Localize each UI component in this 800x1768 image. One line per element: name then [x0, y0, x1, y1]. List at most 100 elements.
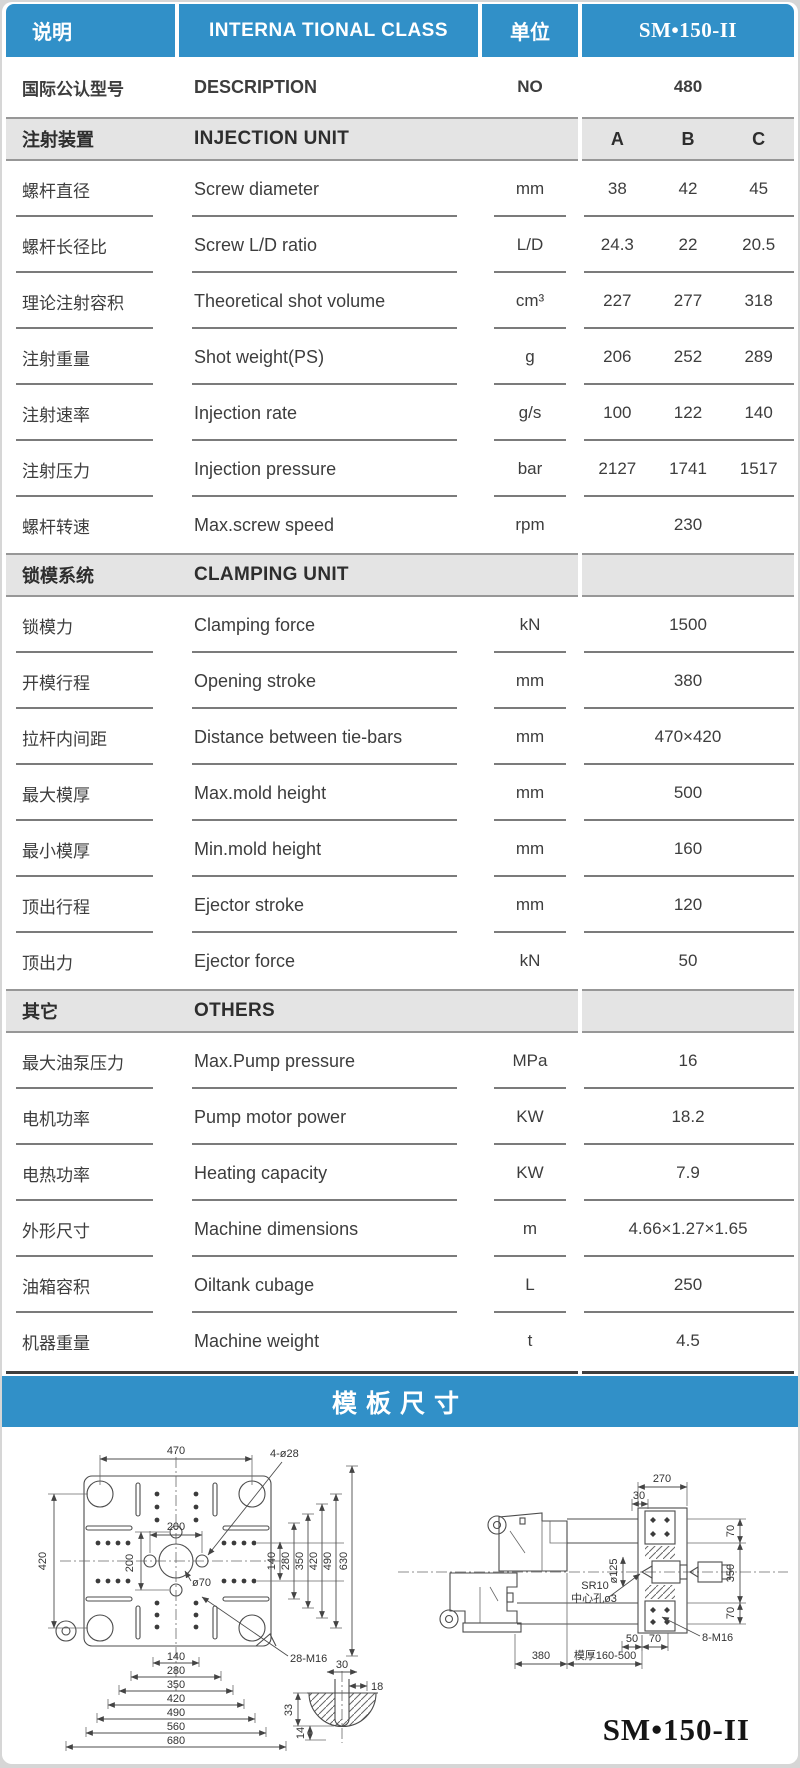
- row-underline: [584, 439, 794, 441]
- spec-unit-text: MPa: [512, 1051, 548, 1070]
- row-underline: [494, 875, 566, 877]
- spec-label-en: Distance between tie-bars: [179, 709, 478, 765]
- row-underline: [494, 931, 566, 933]
- spec-label-cn: 外形尺寸: [6, 1201, 175, 1257]
- spec-values: 38 42 45: [582, 161, 794, 217]
- spec-values: 24.3 22 20.5: [582, 217, 794, 273]
- spec-label-en: Machine dimensions: [179, 1201, 478, 1257]
- row-underline: [16, 1199, 153, 1201]
- spec-value-triplet: 38 42 45: [582, 179, 794, 199]
- spec-unit: L: [482, 1257, 578, 1313]
- spec-unit: mm: [482, 877, 578, 933]
- row-underline: [584, 271, 794, 273]
- spec-label-en-text: Theoretical shot volume: [194, 290, 386, 311]
- row-underline: [584, 1311, 794, 1313]
- spec-label-en-text: Injection rate: [194, 402, 298, 423]
- spec-label-cn: 理论注射容积: [6, 273, 175, 329]
- spec-table-body: 注射装置 INJECTION UNIT A B C 螺杆直径 Screw diameter m…: [2, 117, 798, 1369]
- spec-label-cn: 注射压力: [6, 441, 175, 497]
- spec-value-triplet: 206 252 289: [582, 347, 794, 367]
- row-underline: [494, 1087, 566, 1089]
- spec-value: 1517: [739, 459, 778, 478]
- spec-unit: kN: [482, 597, 578, 653]
- right-dim-350: 350: [294, 1552, 306, 1570]
- row-underline: [584, 931, 794, 933]
- spec-label-en: Injection rate: [179, 385, 478, 441]
- section-band-left: 锁模系统 CLAMPING UNIT: [6, 553, 578, 597]
- corner-holes-label: 4-ø28: [270, 1448, 299, 1460]
- model-row-en-text: DESCRIPTION: [194, 76, 318, 97]
- spec-value-triplet: 227 277 318: [582, 291, 794, 311]
- section-band-left: 注射装置 INJECTION UNIT: [6, 117, 578, 161]
- spec-label-cn: 注射重量: [6, 329, 175, 385]
- spec-label-cn-text: 最大油泵压力: [22, 1053, 124, 1073]
- spec-value: 380: [673, 671, 703, 690]
- row-underline: [494, 819, 566, 821]
- spec-label-cn-text: 理论注射容积: [22, 293, 124, 313]
- spec-unit-text: mm: [515, 895, 545, 914]
- spec-label-cn: 油箱容积: [6, 1257, 175, 1313]
- spec-value: 18.2: [671, 1107, 705, 1126]
- bottom-divider: [6, 1371, 794, 1374]
- spec-label-en: Max.Pump pressure: [179, 1033, 478, 1089]
- row-underline: [494, 1255, 566, 1257]
- model-row-value-text: 480: [673, 77, 703, 96]
- header-col-description-cn: 说明: [6, 4, 175, 57]
- row-underline: [584, 651, 794, 653]
- section-title-cn: 其它: [22, 1002, 58, 1022]
- spec-unit: m: [482, 1201, 578, 1257]
- spec-values: 230: [582, 497, 794, 553]
- spec-unit: mm: [482, 161, 578, 217]
- counterbore-detail-view: 30 18 33 14: [283, 1659, 383, 1743]
- spec-label-en-text: Max.mold height: [194, 782, 327, 803]
- spec-value: 38: [607, 179, 627, 198]
- model-row-label-en: DESCRIPTION: [179, 57, 478, 117]
- dim-200-horizontal-label: 200: [167, 1521, 185, 1533]
- spec-label-en: Oiltank cubage: [179, 1257, 478, 1313]
- row-underline: [584, 1143, 794, 1145]
- right-dim-420: 420: [308, 1552, 320, 1570]
- header-col-international-class: INTERNA TIONAL CLASS: [179, 4, 478, 57]
- center-hole-note-label: 中心孔ø3: [571, 1592, 617, 1605]
- spec-values: 160: [582, 821, 794, 877]
- spec-unit-text: mm: [515, 839, 545, 858]
- spec-unit: rpm: [482, 497, 578, 553]
- spec-value: 2127: [598, 459, 637, 478]
- spec-label-en-text: Shot weight(PS): [194, 346, 325, 367]
- row-underline: [192, 495, 457, 497]
- section-band-right: [582, 553, 794, 597]
- spec-label-en: Screw diameter: [179, 161, 478, 217]
- spec-value: 277: [673, 291, 703, 310]
- spec-unit: KW: [482, 1145, 578, 1201]
- model-number-caption: SM•150-II: [602, 1712, 750, 1747]
- spec-row: 注射压力 Injection pressure bar 2127 1741 1517: [6, 441, 794, 497]
- spec-values: 50: [582, 933, 794, 989]
- spec-label-en-text: Screw L/D ratio: [194, 234, 318, 255]
- bottom-dim-490: 490: [167, 1707, 185, 1719]
- spec-row: 理论注射容积 Theoretical shot volume cm³ 227 277 31…: [6, 273, 794, 329]
- spec-unit: KW: [482, 1089, 578, 1145]
- spec-label-cn: 电热功率: [6, 1145, 175, 1201]
- side-thread-label: 8-M16: [702, 1632, 733, 1644]
- spec-values: 500: [582, 765, 794, 821]
- spec-label-cn: 螺杆转速: [6, 497, 175, 553]
- row-underline: [16, 1311, 153, 1313]
- section-title-en: CLAMPING UNIT: [194, 564, 349, 585]
- spec-value: 122: [673, 403, 703, 422]
- spec-row: 电机功率 Pump motor power KW 18.2: [6, 1089, 794, 1145]
- row-underline: [16, 1255, 153, 1257]
- spec-row: 注射速率 Injection rate g/s 100 122 140: [6, 385, 794, 441]
- spec-value: 45: [749, 179, 769, 198]
- spec-value: 230: [673, 515, 703, 534]
- spec-row: 锁模力 Clamping force kN 1500: [6, 597, 794, 653]
- row-underline: [584, 707, 794, 709]
- row-underline: [584, 383, 794, 385]
- spec-values: 120: [582, 877, 794, 933]
- spec-value: 500: [673, 783, 703, 802]
- spec-unit: bar: [482, 441, 578, 497]
- spec-value: 7.9: [676, 1163, 700, 1182]
- spec-label-en-text: Opening stroke: [194, 670, 317, 691]
- spec-unit-text: rpm: [515, 515, 545, 534]
- spec-value: 16: [678, 1051, 698, 1070]
